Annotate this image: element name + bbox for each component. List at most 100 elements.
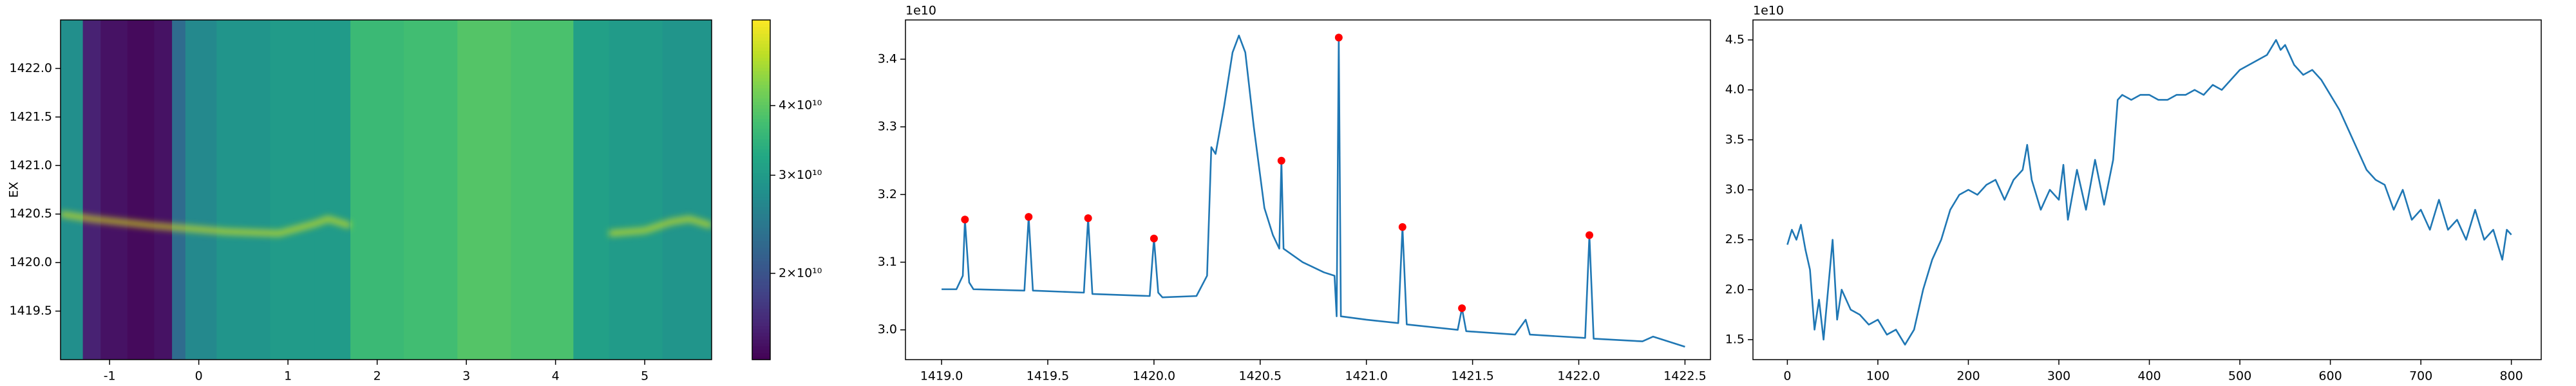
x-tick-label: 4 <box>552 369 560 383</box>
colorbar-tick-label: 4×10¹⁰ <box>779 98 822 113</box>
colorbar-segment <box>752 108 770 113</box>
colorbar-segment <box>752 312 770 316</box>
y-tick-label: 3.0 <box>878 322 897 336</box>
colorbar-segment <box>752 305 770 309</box>
peak-marker <box>1150 234 1158 243</box>
colorbar-segment <box>752 20 770 24</box>
colorbar-segment <box>752 71 770 75</box>
colorbar-segment <box>752 57 770 61</box>
y-tick-label: 3.1 <box>878 255 897 269</box>
colorbar-segment <box>752 84 770 89</box>
colorbar-segment <box>752 30 770 34</box>
y-tick-label: 1421.5 <box>10 109 52 124</box>
colorbar-segment <box>752 268 770 272</box>
colorbar-segment <box>752 278 770 282</box>
colorbar-segment <box>752 125 770 129</box>
peak-marker <box>1277 156 1285 165</box>
colorbar-segment <box>752 74 770 78</box>
colorbar-segment <box>752 53 770 58</box>
x-tick-label: 1422.5 <box>1663 369 1706 383</box>
peak-marker <box>961 216 969 224</box>
colorbar-segment <box>752 322 770 326</box>
colorbar-segment <box>752 128 770 133</box>
y-axis-label: EX <box>7 181 21 198</box>
peak-marker <box>1586 231 1594 239</box>
colorbar-segment <box>752 275 770 279</box>
colorbar-segment <box>752 342 770 347</box>
colorbar-segment <box>752 176 770 180</box>
colorbar-segment <box>752 210 770 214</box>
colorbar-segment <box>752 43 770 48</box>
colorbar-segment <box>752 261 770 265</box>
colorbar-segment <box>752 101 770 106</box>
colorbar-segment <box>752 203 770 207</box>
x-tick-label: 5 <box>641 369 649 383</box>
colorbar-segment <box>752 162 770 167</box>
colorbar-segment <box>752 142 770 146</box>
heatmap-band <box>511 20 574 360</box>
colorbar-segment <box>752 118 770 122</box>
x-tick-label: 3 <box>462 369 470 383</box>
y-tick-label: 3.4 <box>878 52 897 66</box>
y-tick-label: 1420.0 <box>10 255 52 270</box>
colorbar-segment <box>752 95 770 99</box>
colorbar-segment <box>752 217 770 221</box>
colorbar-segment <box>752 190 770 194</box>
colorbar-segment <box>752 169 770 174</box>
x-tick-label: 1419.5 <box>1027 369 1069 383</box>
colorbar-segment <box>752 159 770 163</box>
colorbar-segment <box>752 244 770 248</box>
heatmap-band <box>662 20 712 360</box>
colorbar-segment <box>752 60 770 65</box>
colorbar-segment <box>752 329 770 333</box>
x-tick-label: 500 <box>2228 369 2251 383</box>
x-tick-label: 1419.0 <box>920 369 963 383</box>
peak-marker <box>1458 304 1466 313</box>
colorbar-segment <box>752 149 770 153</box>
colorbar-segment <box>752 241 770 245</box>
axes-frame <box>1752 19 2542 360</box>
colorbar-segment <box>752 166 770 170</box>
colorbar-segment <box>752 91 770 95</box>
colorbar-segment <box>752 135 770 140</box>
colorbar-segment <box>752 251 770 255</box>
heatmap-band <box>350 20 404 360</box>
heatmap-ridge <box>61 211 352 237</box>
colorbar-segment <box>752 207 770 211</box>
colorbar-segment <box>752 105 770 109</box>
x-tick-label: 1421.0 <box>1345 369 1387 383</box>
y-tick-label: 4.5 <box>1725 33 1745 47</box>
colorbar-segment <box>752 81 770 85</box>
colorbar-segment <box>752 339 770 344</box>
heatmap-band <box>82 20 101 360</box>
x-tick-label: 700 <box>2409 369 2432 383</box>
colorbar-segment <box>752 349 770 354</box>
peak-marker <box>1334 33 1343 42</box>
heatmap-band <box>609 20 663 360</box>
y-tick-label: 1419.5 <box>10 304 52 318</box>
colorbar-segment <box>752 122 770 126</box>
colorbar-segment <box>752 281 770 286</box>
colorbar-segment <box>752 230 770 235</box>
x-tick-label: 1422.0 <box>1557 369 1600 383</box>
heatmap-band <box>216 20 270 360</box>
heatmap-band <box>573 20 610 360</box>
y-tick-label: 3.5 <box>1725 133 1745 147</box>
colorbar-segment <box>752 332 770 336</box>
axes-frame <box>60 19 712 360</box>
colorbar-segment <box>752 111 770 116</box>
colorbar-tick-label: 2×10¹⁰ <box>779 266 822 280</box>
heatmap-band <box>185 20 217 360</box>
x-tick-label: 1420.0 <box>1133 369 1175 383</box>
x-tick-label: 400 <box>2137 369 2161 383</box>
y-tick-label: 1420.5 <box>10 207 52 221</box>
offset-text: 1e10 <box>905 4 936 18</box>
colorbar-segment <box>752 152 770 156</box>
colorbar-segment <box>752 247 770 252</box>
colorbar-segment <box>752 284 770 289</box>
colorbar-segment <box>752 64 770 68</box>
colorbar-segment <box>752 254 770 259</box>
colorbar-segment <box>752 213 770 217</box>
colorbar-segment <box>752 356 770 360</box>
